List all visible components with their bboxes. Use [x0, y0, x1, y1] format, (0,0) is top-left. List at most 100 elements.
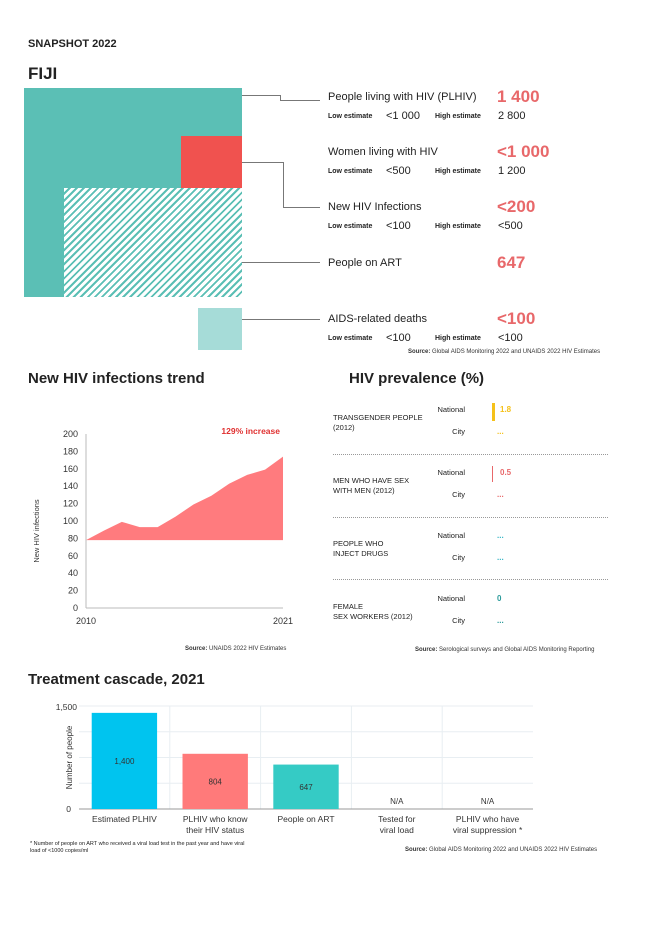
low-estimate-label: Low estimate — [328, 223, 373, 230]
estimate-label: AIDS-related deaths — [328, 313, 428, 325]
prevalence-bar — [492, 403, 495, 421]
x-tick-label: 2010 — [76, 616, 96, 626]
low-estimate-label: Low estimate — [328, 335, 373, 342]
estimate-label: People living with HIV (PLHIV) — [328, 91, 477, 103]
y-tick-label: 120 — [63, 499, 78, 509]
y-tick-label: 160 — [63, 464, 78, 474]
high-estimate-label: High estimate — [435, 168, 481, 175]
high-estimate-value: <500 — [498, 220, 523, 232]
population-group: TRANSGENDER PEOPLE (2012) — [333, 413, 423, 432]
y-tick-label: 0 — [73, 603, 78, 613]
estimate-value: 1 400 — [497, 87, 540, 106]
high-estimate-label: High estimate — [435, 335, 481, 342]
national-label: National — [437, 468, 465, 477]
population-group: FEMALE SEX WORKERS (2012) — [333, 602, 413, 621]
connector — [283, 162, 284, 208]
category-label: PLHIV who have — [456, 814, 520, 824]
trend-chart: 0 20 40 60 80 100 120 140 160 180 200 2010 2021 New H… — [32, 426, 293, 626]
low-estimate-value: <500 — [386, 165, 411, 177]
category-label: viral suppression * — [453, 825, 523, 835]
city-label: City — [452, 427, 465, 436]
category-label: People on ART — [277, 814, 334, 824]
y-tick-label: 140 — [63, 481, 78, 491]
city-label: City — [452, 553, 465, 562]
y-tick-label: 1,500 — [56, 702, 78, 712]
y-tick-label: 20 — [68, 586, 78, 596]
city-value: ... — [497, 553, 504, 562]
trend-title: New HIV infections trend — [28, 370, 205, 387]
source-label: Source: — [405, 847, 428, 853]
y-tick-label: 80 — [68, 533, 78, 543]
y-tick-label: 200 — [63, 429, 78, 439]
category-label: Tested for — [378, 814, 415, 824]
connector — [280, 95, 281, 101]
connector — [242, 319, 320, 320]
bar-data-label: 647 — [299, 783, 313, 792]
connector — [280, 100, 320, 101]
cascade-bar — [182, 753, 248, 809]
connector — [283, 207, 320, 208]
art-hatched-block — [64, 188, 242, 297]
estimate-label: Women living with HIV — [328, 146, 438, 158]
low-estimate-label: Low estimate — [328, 168, 373, 175]
category-label: their HIV status — [186, 825, 244, 835]
cascade-bar — [273, 764, 339, 809]
national-value: 0.5 — [500, 468, 512, 477]
city-label: City — [452, 616, 465, 625]
high-estimate-label: High estimate — [435, 223, 481, 230]
women-block — [181, 136, 242, 188]
high-estimate-label: High estimate — [435, 113, 481, 120]
cascade-chart: 1,400 Estimated PLHIV 804 PLHIV who knowthe… — [56, 702, 533, 835]
bar-data-label: 1,400 — [114, 757, 135, 766]
y-tick-label: 180 — [63, 446, 78, 456]
cascade-source: Global AIDS Monitoring 2022 and UNAIDS 2… — [427, 847, 598, 853]
trend-source: UNAIDS 2022 HIV Estimates — [207, 646, 287, 652]
estimate-label: People on ART — [328, 257, 402, 269]
national-label: National — [437, 531, 465, 540]
city-value: ... — [497, 427, 504, 436]
bar-data-label: N/A — [481, 797, 495, 806]
high-estimate-value: 1 200 — [498, 165, 526, 177]
y-tick-label: 0 — [66, 804, 71, 814]
low-estimate-value: <100 — [386, 332, 411, 344]
connector — [242, 95, 280, 96]
low-estimate-value: <1 000 — [386, 110, 420, 122]
source-label: Source: — [408, 349, 431, 355]
prevalence-title: HIV prevalence (%) — [349, 370, 485, 387]
divider — [333, 579, 608, 580]
city-value: ... — [497, 616, 504, 625]
population-group: PEOPLE WHO INJECT DRUGS — [333, 539, 389, 558]
source-label: Source: — [415, 647, 438, 653]
category-label: Estimated PLHIV — [92, 814, 157, 824]
y-tick-label: 100 — [63, 516, 78, 526]
trend-annotation: 129% increase — [221, 426, 280, 436]
cascade-bar — [91, 712, 158, 809]
source-label: Source: — [185, 646, 208, 652]
y-axis-label: New HIV infections — [32, 499, 41, 563]
estimate-label: New HIV Infections — [328, 201, 422, 213]
divider — [333, 517, 608, 518]
national-label: National — [437, 405, 465, 414]
national-label: National — [437, 594, 465, 603]
connector — [242, 162, 284, 163]
category-label: PLHIV who know — [183, 814, 249, 824]
y-tick-label: 60 — [68, 551, 78, 561]
prevalence-bar — [492, 466, 493, 482]
population-group: MEN WHO HAVE SEX WITH MEN (2012) — [333, 476, 410, 495]
estimates-source: Global AIDS Monitoring 2022 and UNAIDS 2… — [430, 349, 601, 355]
bar-data-label: N/A — [390, 797, 404, 806]
national-value: ... — [497, 531, 504, 540]
cascade-footnote: * Number of people on ART who received a… — [30, 841, 245, 854]
estimate-value: 647 — [497, 253, 526, 272]
divider — [333, 454, 608, 455]
x-tick-label: 2021 — [273, 616, 293, 626]
city-label: City — [452, 490, 465, 499]
deaths-block — [198, 308, 242, 350]
y-tick-label: 40 — [68, 568, 78, 578]
prevalence-source: Serological surveys and Global AIDS Moni… — [437, 647, 595, 653]
estimate-value: <1 000 — [497, 142, 550, 161]
trend-area — [86, 456, 283, 541]
estimate-value: <200 — [497, 197, 536, 216]
category-label: viral load — [380, 825, 414, 835]
